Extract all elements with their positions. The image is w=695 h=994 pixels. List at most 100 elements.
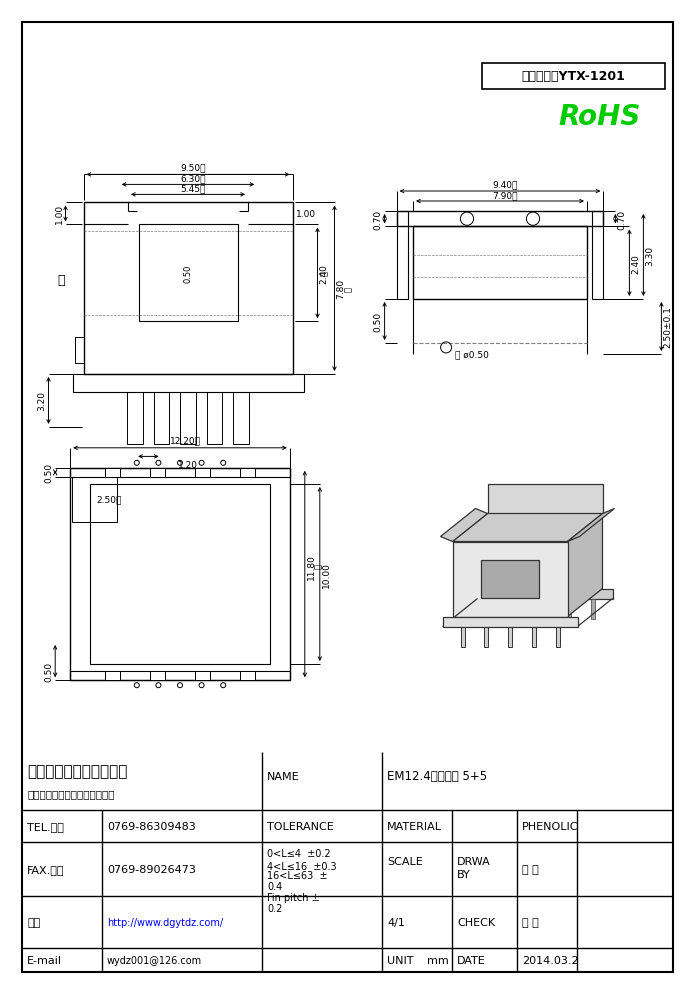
Polygon shape (591, 599, 594, 619)
Text: DATE: DATE (457, 955, 486, 965)
Polygon shape (452, 514, 603, 542)
Text: 7.90Ⓗ: 7.90Ⓗ (492, 191, 518, 200)
Text: TEL.电话: TEL.电话 (27, 821, 64, 831)
Text: 张 阳: 张 阳 (522, 864, 539, 874)
Bar (240, 468, 254, 477)
Text: 1.00: 1.00 (54, 204, 63, 225)
Text: 5.45Ⓒ: 5.45Ⓒ (180, 184, 206, 193)
Text: 0.2: 0.2 (267, 904, 282, 913)
Text: 1.00: 1.00 (295, 210, 316, 219)
Bar (413, 228, 587, 300)
Bar (70, 672, 290, 681)
Text: http://www.dgytdz.com/: http://www.dgytdz.com/ (107, 917, 223, 927)
Text: 3.30: 3.30 (646, 246, 655, 265)
Text: 张 艺: 张 艺 (522, 917, 539, 927)
Text: 东莞市祥通电子有限公司: 东莞市祥通电子有限公司 (27, 763, 127, 778)
Text: 2014.03.2: 2014.03.2 (522, 955, 579, 965)
Bar (461, 627, 464, 647)
Text: 0.70: 0.70 (617, 210, 626, 230)
Polygon shape (566, 599, 571, 619)
Text: 0769-86309483: 0769-86309483 (107, 821, 196, 831)
Bar (195, 672, 210, 681)
Polygon shape (487, 484, 603, 514)
Text: 0769-89026473: 0769-89026473 (107, 864, 196, 874)
Text: TOLERANCE: TOLERANCE (267, 821, 334, 831)
Bar (484, 627, 489, 647)
Bar (83, 203, 293, 375)
Bar (592, 212, 603, 300)
Bar (72, 477, 117, 522)
Text: DRWA: DRWA (457, 856, 491, 866)
Text: 0.50: 0.50 (183, 264, 193, 282)
Bar (72, 375, 304, 393)
Text: Fin pitch ±: Fin pitch ± (267, 892, 320, 903)
Text: MATERIAL: MATERIAL (387, 821, 442, 831)
Text: 16<L≤63  ±: 16<L≤63 ± (267, 870, 327, 880)
Text: 网站: 网站 (27, 917, 40, 927)
Text: 6.30Ⓑ: 6.30Ⓑ (180, 174, 206, 183)
Bar (90, 484, 270, 664)
Text: 9.50Ⓐ: 9.50Ⓐ (180, 163, 206, 172)
Text: 1.20: 1.20 (178, 461, 198, 470)
Text: wydz001@126.com: wydz001@126.com (107, 955, 202, 965)
Bar (106, 468, 120, 477)
Bar (482, 64, 665, 89)
Polygon shape (519, 599, 523, 619)
Polygon shape (568, 514, 603, 617)
Bar (481, 561, 539, 598)
Bar (70, 468, 290, 477)
Bar (195, 468, 210, 477)
Text: Ⓔ: Ⓔ (343, 286, 352, 291)
Text: CHECK: CHECK (457, 917, 495, 927)
Polygon shape (496, 599, 500, 619)
Bar (452, 542, 568, 617)
Polygon shape (568, 509, 614, 542)
Bar (154, 393, 170, 445)
Text: UNIT: UNIT (387, 955, 414, 965)
Text: Ⓚ ø0.50: Ⓚ ø0.50 (455, 350, 489, 359)
Text: mm: mm (427, 955, 449, 965)
Bar (397, 212, 407, 300)
Text: 11.80: 11.80 (306, 554, 316, 580)
Text: 0.50: 0.50 (374, 312, 383, 332)
Bar (233, 393, 249, 445)
Polygon shape (443, 617, 578, 627)
Text: E-mail: E-mail (27, 955, 62, 965)
Bar (70, 468, 290, 681)
Text: 9.40Ⓖ: 9.40Ⓖ (492, 180, 518, 189)
Polygon shape (477, 588, 612, 599)
Text: 2.50±0.1: 2.50±0.1 (664, 306, 672, 348)
Text: Ⓝ: Ⓝ (314, 564, 322, 569)
Bar (532, 627, 536, 647)
Text: 2.50Ⓜ: 2.50Ⓜ (97, 495, 122, 504)
Text: 4/1: 4/1 (387, 917, 405, 927)
Polygon shape (441, 509, 487, 542)
Bar (74, 337, 83, 364)
Bar (206, 393, 222, 445)
Bar (508, 627, 512, 647)
Text: 4<L≤16  ±0.3: 4<L≤16 ±0.3 (267, 861, 336, 871)
Text: 10.00: 10.00 (322, 562, 331, 587)
Text: RoHS: RoHS (559, 103, 641, 131)
Text: 3.20: 3.20 (38, 391, 47, 411)
Text: 广东省东莞市石碣镇刘屋工业区: 广东省东莞市石碣镇刘屋工业区 (27, 788, 115, 798)
Bar (127, 393, 143, 445)
Bar (106, 672, 120, 681)
Text: SCALE: SCALE (387, 856, 423, 866)
Text: 2.40: 2.40 (631, 253, 640, 273)
Bar (555, 627, 559, 647)
Text: NAME: NAME (267, 771, 300, 781)
Bar (397, 212, 603, 228)
Text: 0.50: 0.50 (44, 463, 54, 483)
Text: 0.4: 0.4 (267, 881, 282, 891)
Text: 7.80: 7.80 (336, 279, 345, 299)
Text: PHENOLIC: PHENOLIC (522, 821, 578, 831)
Text: 0<L≤4  ±0.2: 0<L≤4 ±0.2 (267, 848, 331, 858)
Text: BY: BY (457, 869, 471, 879)
Text: Ⓓ: Ⓓ (58, 273, 65, 287)
Bar (138, 226, 238, 322)
Text: EM12.4骨架卧式 5+5: EM12.4骨架卧式 5+5 (387, 769, 487, 782)
Text: FAX.传真: FAX.传真 (27, 864, 65, 874)
Text: 12.20Ⓓ: 12.20Ⓓ (170, 436, 200, 445)
Bar (180, 393, 196, 445)
